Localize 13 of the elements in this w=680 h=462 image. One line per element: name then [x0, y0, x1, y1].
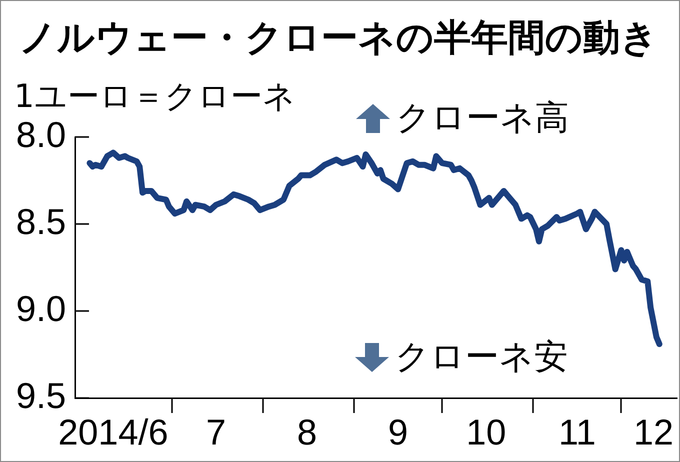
y-tick-label: 8.5	[16, 200, 66, 242]
annotation: クローネ安	[395, 337, 568, 377]
x-tick-label: 7	[206, 412, 226, 453]
y-tick-label: 9.0	[16, 288, 66, 329]
y-tick-label: 8.0	[16, 114, 66, 155]
chart-title: ノルウェー・クローネの半年間の動き	[19, 15, 658, 61]
y-axis-title: 1ユーロ＝クローネ	[14, 77, 296, 115]
x-tick-label: 9	[388, 412, 408, 453]
x-tick-label: 11	[558, 412, 596, 453]
x-tick-label: 8	[296, 412, 318, 453]
x-tick-label: 10	[466, 412, 506, 453]
x-tick-label: 12	[633, 412, 674, 453]
annotation: クローネ高	[396, 98, 569, 138]
